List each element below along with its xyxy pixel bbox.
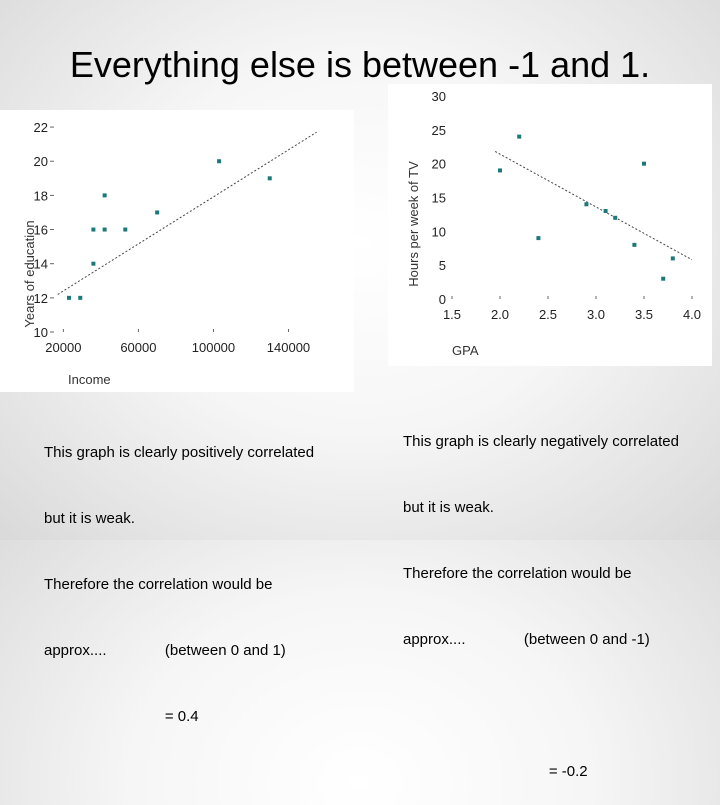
right-caption-line: approx.... (between 0 and -1) [403, 631, 650, 648]
gpa-tv-scatter: 0 5 10 15 20 25 30 1.5 2.0 2.5 3.0 3.5 4.0 GPA Hours p… [406, 89, 701, 358]
left-caption: This graph is clearly positively correla… [44, 398, 314, 750]
x-tick-label: 60000 [120, 340, 156, 355]
x-tick-label: 4.0 [683, 307, 701, 322]
y-tick-label: 5 [439, 258, 446, 273]
data-point [123, 227, 128, 232]
y-tick-label: 20 [432, 157, 446, 172]
data-point [67, 295, 72, 300]
data-point [91, 227, 96, 232]
data-point [661, 276, 666, 281]
gpa-tv-chart-panel: 0 5 10 15 20 25 30 1.5 2.0 2.5 3.0 3.5 4.0 GPA Hours p… [388, 84, 712, 366]
data-point [102, 227, 107, 232]
right-caption-line [403, 695, 679, 717]
data-point [603, 209, 608, 214]
y-tick-label: 12 [34, 291, 48, 306]
y-tick-label: 18 [34, 188, 48, 203]
y-tick-label: 10 [432, 224, 446, 239]
income-education-scatter: 10 12 14 16 18 20 22 20000 60000 100000 140000 Inco… [22, 120, 317, 387]
y-tick-label: 16 [34, 223, 48, 238]
trend-line [494, 151, 693, 261]
right-caption-line: This graph is clearly negatively correla… [403, 433, 679, 450]
left-caption-line: = 0.4 [44, 708, 199, 725]
right-caption-line: = -0.2 [403, 763, 588, 780]
data-point [536, 236, 541, 241]
x-tick-label: 3.5 [635, 307, 653, 322]
y-axis-label: Hours per week of TV [406, 161, 421, 287]
right-caption-line: Therefore the correlation would be [403, 565, 632, 582]
data-point [267, 176, 272, 181]
data-point [91, 261, 96, 266]
data-point [498, 168, 502, 173]
y-tick-label: 20 [34, 154, 48, 169]
x-tick-label: 2.5 [539, 307, 557, 322]
data-point [642, 161, 646, 166]
y-tick-label: 25 [432, 123, 446, 138]
y-tick-label: 0 [439, 292, 446, 307]
data-point [78, 295, 83, 300]
data-point [613, 215, 618, 220]
data-point [155, 210, 160, 215]
x-tick-label: 140000 [267, 340, 310, 355]
x-tick-label: 3.0 [587, 307, 605, 322]
left-caption-line: approx.... (between 0 and 1) [44, 642, 286, 659]
y-tick-label: 15 [432, 191, 446, 206]
y-tick-label: 14 [34, 257, 48, 272]
left-caption-line: This graph is clearly positively correla… [44, 444, 315, 461]
y-tick-label: 22 [34, 120, 48, 135]
data-point [217, 159, 222, 164]
left-caption-line: Therefore the correlation would be [44, 576, 273, 593]
data-point [517, 134, 522, 139]
right-caption: This graph is clearly negatively correla… [403, 387, 679, 805]
data-point [584, 202, 589, 207]
left-caption-line: but it is weak. [44, 510, 135, 527]
y-tick-label: 10 [34, 325, 48, 340]
data-point [670, 256, 675, 261]
x-tick-label: 1.5 [443, 307, 461, 322]
data-point [632, 242, 637, 247]
x-tick-label: 100000 [192, 340, 235, 355]
x-tick-label: 2.0 [491, 307, 509, 322]
y-tick-label: 30 [432, 89, 446, 104]
x-axis-label: GPA [452, 343, 479, 358]
trend-line [57, 131, 317, 295]
y-axis-label: Years of education [22, 220, 37, 327]
x-axis-label: Income [68, 372, 111, 387]
slide-title: Everything else is between -1 and 1. [69, 44, 651, 85]
x-tick-label: 20000 [45, 340, 81, 355]
income-education-chart-panel: 10 12 14 16 18 20 22 20000 60000 100000 140000 Inco… [0, 110, 354, 392]
right-caption-line: but it is weak. [403, 499, 494, 516]
data-point [102, 193, 107, 198]
